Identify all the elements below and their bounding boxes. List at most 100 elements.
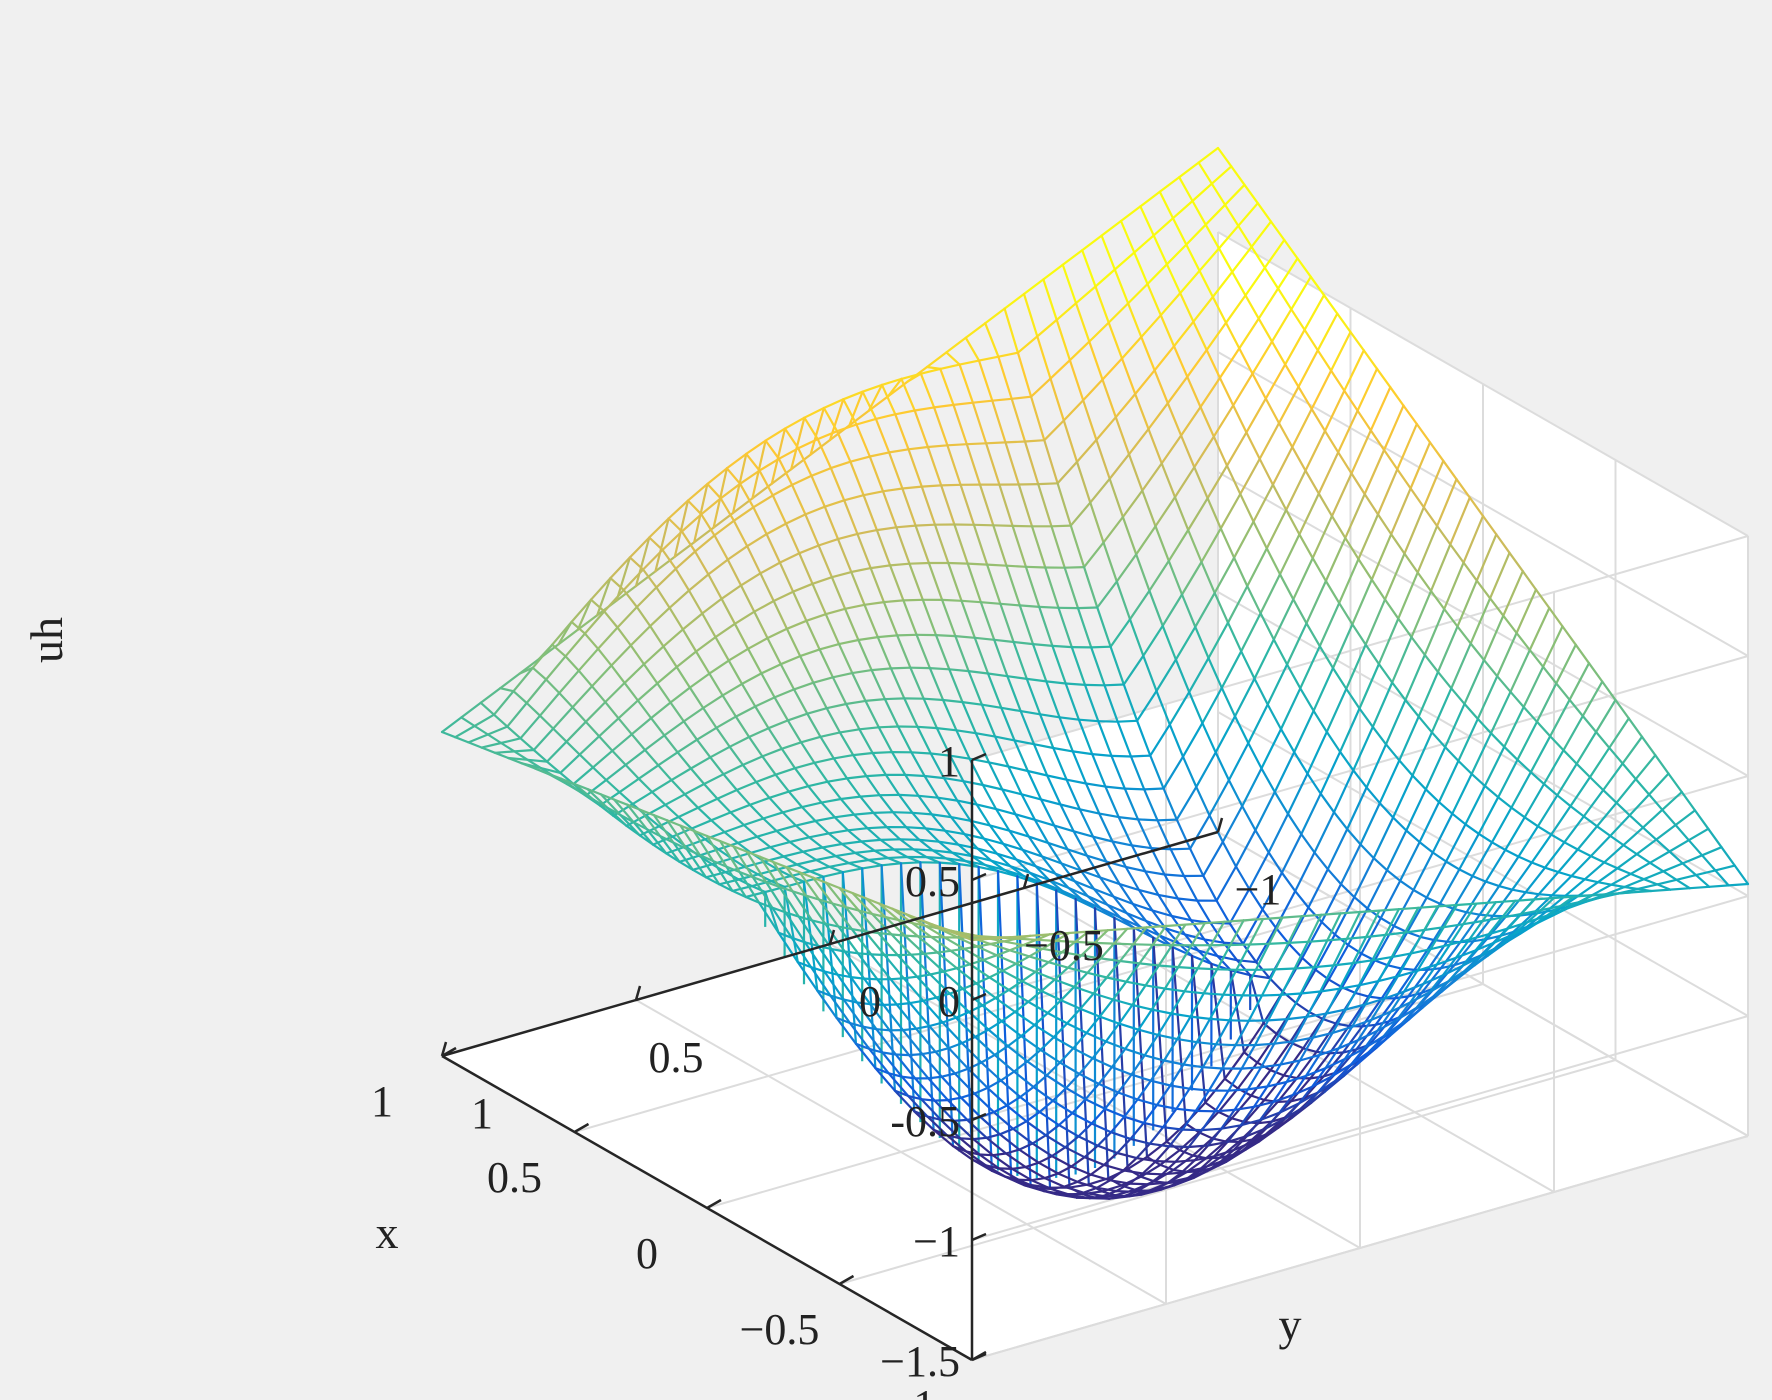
mesh-edge [811,876,834,905]
mesh-edge [500,741,516,753]
mesh-edge [807,785,823,804]
mesh-edge [1535,682,1558,723]
mesh-edge [675,665,692,689]
mesh-edge [611,749,627,767]
mesh-edge [1053,978,1076,988]
mesh-edge [1121,515,1138,556]
mesh-edge [883,697,900,728]
mesh-edge [1463,658,1486,706]
mesh-edge [1026,1048,1042,1063]
mesh-edge [950,851,973,858]
mesh-edge [799,654,815,684]
mesh-edge [1404,653,1426,702]
mesh-edge [846,827,869,832]
mesh-edge [1096,1131,1113,1147]
mesh-edge [1025,1120,1047,1137]
mesh-edge [571,685,594,709]
mesh-edge [944,928,960,936]
mesh-edge [971,401,988,445]
mesh-edge [629,644,646,666]
mesh-edge [1135,1142,1152,1160]
mesh-edge [626,803,642,812]
mesh-edge [872,811,888,829]
mesh-edge [1397,906,1420,911]
mesh-edge [1128,589,1151,621]
mesh-edge [1215,865,1238,902]
mesh-edge [1379,879,1402,920]
mesh-edge [1481,916,1504,923]
mesh-edge [1201,1043,1218,1069]
mesh-edge [800,801,823,809]
mesh-edge [1403,506,1425,555]
mesh-edge [1406,896,1428,934]
mesh-edge [1340,952,1363,989]
mesh-edge [1223,919,1245,923]
mesh-edge [757,901,780,934]
mesh-edge [1523,782,1546,819]
mesh-edge [1503,745,1519,761]
mesh-edge [1629,872,1646,881]
mesh-edge [1326,912,1342,942]
mesh-edge [1662,870,1678,881]
mesh-edge [1175,818,1192,850]
mesh-edge [903,934,920,938]
mesh-edge [1117,1091,1139,1101]
mesh-edge [967,669,990,675]
mesh-edge [934,1050,957,1075]
mesh-edge [1045,680,1061,719]
mesh-edge [506,725,522,740]
mesh-edge [758,855,781,888]
mesh-edge [1094,268,1116,288]
mesh-edge [727,647,750,662]
mesh-edge [1170,923,1187,947]
mesh-edge [1134,392,1150,431]
mesh-edge [1002,842,1018,861]
mesh-edge [1458,832,1480,871]
mesh-edge [1124,1028,1140,1051]
mesh-edge [1358,662,1381,710]
mesh-edge [1039,798,1056,827]
mesh-edge [782,850,805,858]
mesh-edge [1091,835,1108,863]
mesh-edge [1213,591,1230,624]
mesh-edge [948,668,970,673]
mesh-edge [1005,1095,1022,1107]
mesh-edge [1411,731,1434,777]
mesh-edge [1364,997,1386,1006]
mesh-edge [1403,928,1426,934]
mesh-edge [848,409,870,427]
mesh-edge [1405,788,1427,832]
mesh-edge [1482,658,1499,678]
mesh-edge [1305,622,1321,648]
mesh-edge [1422,974,1444,986]
mesh-edge [1190,954,1207,1104]
mesh-edge [1124,1047,1146,1057]
mesh-edge [1169,847,1192,851]
mesh-edge [1497,884,1514,891]
mesh-edge [1245,431,1261,460]
mesh-edge [1040,855,1057,875]
mesh-edge [1001,962,1018,972]
mesh-edge [1139,1163,1162,1178]
mesh-edge [973,1092,995,1114]
mesh-edge [978,483,995,527]
mesh-edge [991,1152,1008,1157]
mesh-edge [1377,975,1399,983]
mesh-edge [1142,624,1164,657]
mesh-edge [486,725,509,736]
mesh-edge [1244,266,1266,297]
mesh-edge [829,467,846,502]
mesh-edge [1339,882,1356,899]
mesh-edge [745,439,767,455]
mesh-edge [868,1047,890,1075]
mesh-edge [899,862,916,1113]
mesh-edge [1110,754,1133,758]
mesh-edge [804,894,827,925]
mesh-edge [1097,1082,1120,1094]
mesh-edge [1483,745,1506,788]
mesh-edge [1188,847,1205,877]
mesh-edge [1050,1154,1073,1168]
mesh-edge [655,586,671,609]
mesh-edge [1267,941,1290,945]
mesh-edge [1281,915,1303,919]
